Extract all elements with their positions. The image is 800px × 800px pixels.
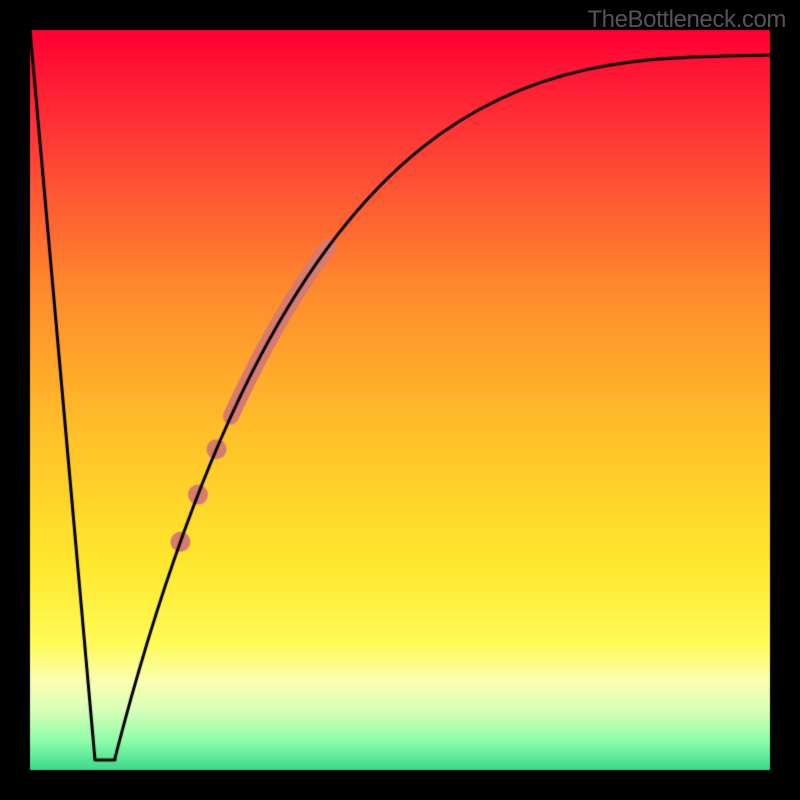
chart-container: TheBottleneck.com — [0, 0, 800, 800]
bottleneck-chart — [0, 0, 800, 800]
watermark-text: TheBottleneck.com — [587, 6, 786, 34]
